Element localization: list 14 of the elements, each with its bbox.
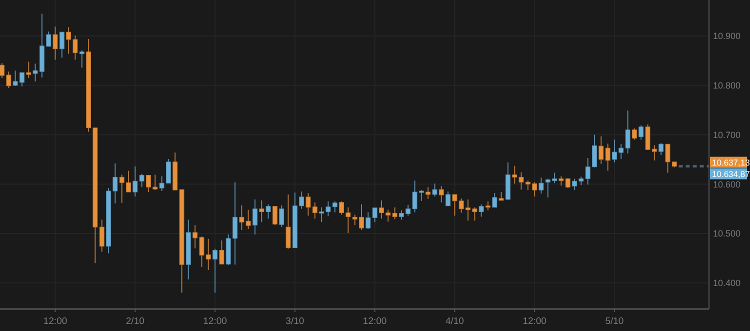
y-tick-label: 10.500 <box>713 228 741 239</box>
y-tick-label: 10.700 <box>713 130 741 140</box>
x-tick-label: 3/10 <box>286 316 304 327</box>
x-tick-label: 4/10 <box>445 316 464 327</box>
y-tick-label: 10.800 <box>713 80 741 91</box>
x-tick-label: 12:00 <box>522 316 546 327</box>
x-tick-label: 12:00 <box>362 316 387 327</box>
y-tick-label: 10.600 <box>713 179 741 190</box>
x-tick-label: 12:00 <box>203 316 227 327</box>
y-tick-label: 10.900 <box>713 31 741 42</box>
x-tick-label: 5/10 <box>605 316 624 327</box>
x-tick-label: 2/10 <box>126 316 144 327</box>
x-tick-label: 12:00 <box>43 316 68 327</box>
y-tick-label: 10.400 <box>713 278 741 288</box>
